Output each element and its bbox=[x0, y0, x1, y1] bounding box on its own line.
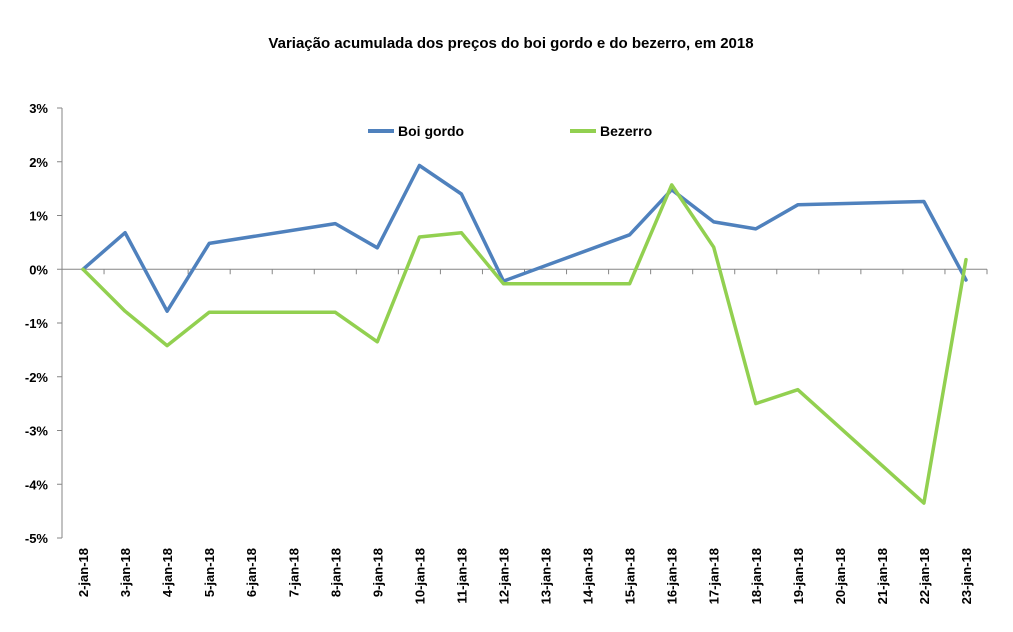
x-tick-label: 9-jan-18 bbox=[370, 548, 385, 597]
x-tick-label: 18-jan-18 bbox=[749, 548, 764, 604]
series-line-bezerro bbox=[81, 183, 968, 505]
x-tick-label: 20-jan-18 bbox=[833, 548, 848, 604]
x-tick-label: 5-jan-18 bbox=[202, 548, 217, 597]
series-line-boi-gordo bbox=[81, 163, 968, 313]
x-tick-label: 2-jan-18 bbox=[76, 548, 91, 597]
x-tick-label: 11-jan-18 bbox=[454, 548, 469, 604]
y-tick-label: 0% bbox=[29, 262, 48, 277]
x-tick-label: 17-jan-18 bbox=[707, 548, 722, 604]
y-tick-label: -2% bbox=[25, 370, 49, 385]
y-tick-label: -4% bbox=[25, 477, 49, 492]
legend-label-bezerro: Bezerro bbox=[600, 123, 652, 139]
y-tick-label: 2% bbox=[29, 155, 48, 170]
x-tick-label: 13-jan-18 bbox=[539, 548, 554, 604]
axes bbox=[61, 108, 987, 538]
chart-title: Variação acumulada dos preços do boi gor… bbox=[268, 35, 753, 52]
y-tick-label: -3% bbox=[25, 424, 49, 439]
x-tick-label: 8-jan-18 bbox=[328, 548, 343, 597]
x-tick-label: 16-jan-18 bbox=[665, 548, 680, 604]
x-tick-label: 7-jan-18 bbox=[286, 548, 301, 597]
x-tick-label: 12-jan-18 bbox=[496, 548, 511, 604]
legend: Boi gordo Bezerro bbox=[368, 123, 652, 139]
y-tick-label: 1% bbox=[29, 209, 48, 224]
x-tick-label: 15-jan-18 bbox=[623, 548, 638, 604]
x-tick-label: 19-jan-18 bbox=[791, 548, 806, 604]
x-tick-label: 21-jan-18 bbox=[875, 548, 890, 604]
y-axis-ticks: 3% 2% 1% 0% -1% -2% -3% -4% -5% bbox=[25, 101, 62, 546]
y-tick-label: 3% bbox=[29, 101, 48, 116]
x-axis-ticks: 2-jan-18 3-jan-18 4-jan-18 5-jan-18 6-jan-18… bbox=[61, 269, 988, 604]
x-tick-label: 23-jan-18 bbox=[959, 548, 974, 604]
x-tick-label: 6-jan-18 bbox=[244, 548, 259, 597]
x-tick-label: 4-jan-18 bbox=[160, 548, 175, 597]
legend-label-boi-gordo: Boi gordo bbox=[398, 123, 464, 139]
x-tick-label: 10-jan-18 bbox=[412, 548, 427, 604]
y-tick-label: -1% bbox=[25, 316, 49, 331]
series-lines bbox=[81, 163, 968, 505]
x-tick-label: 3-jan-18 bbox=[118, 548, 133, 597]
x-tick-label: 22-jan-18 bbox=[917, 548, 932, 604]
y-tick-label: -5% bbox=[25, 531, 49, 546]
x-tick-label: 14-jan-18 bbox=[581, 548, 596, 604]
